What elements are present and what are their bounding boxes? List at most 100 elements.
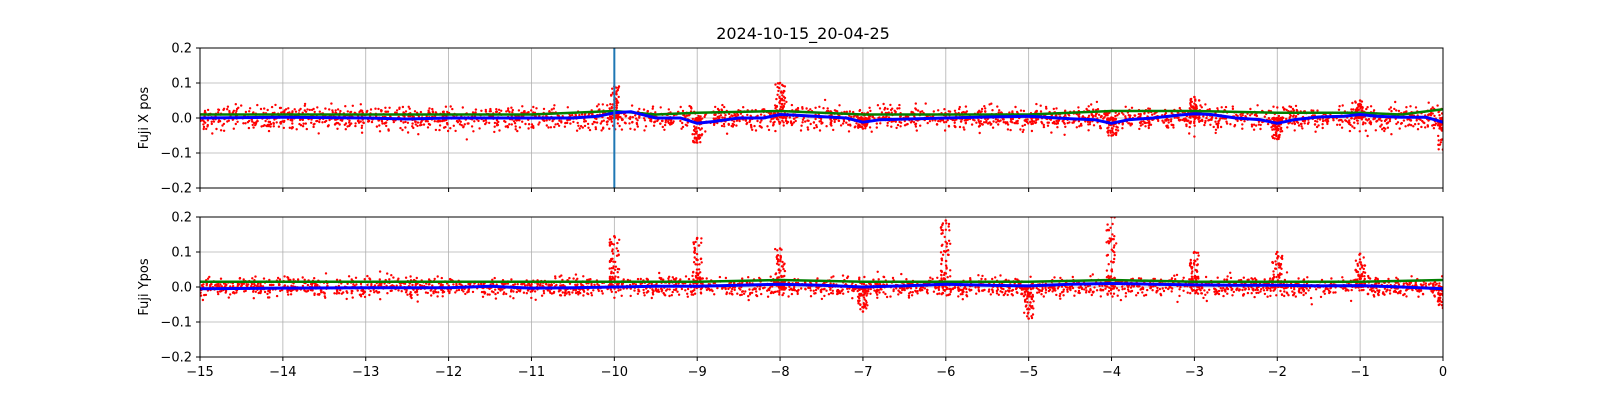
scatter-point [330,102,333,105]
spike-point [617,85,621,88]
scatter-point [1174,278,1177,281]
scatter-point [995,121,998,124]
spike-point [1437,148,1440,151]
spike-point [1194,99,1197,102]
scatter-point [513,122,517,125]
scatter-point [552,107,555,110]
scatter-point [1117,112,1121,115]
scatter-point [687,277,691,281]
scatter-point [1153,112,1156,115]
scatter-point [877,289,880,292]
scatter-point [363,295,367,299]
spike-point [1188,115,1192,118]
spike-point [1112,125,1115,128]
scatter-point [1156,289,1159,292]
scatter-point [336,127,339,130]
scatter-point [568,293,571,296]
scatter-point [650,282,653,286]
spike-point [699,141,702,144]
scatter-point [1372,118,1375,121]
scatter-point [1092,114,1095,118]
scatter-point [973,119,976,122]
scatter-point [949,290,952,294]
scatter-point [887,116,891,119]
scatter-point [1420,125,1423,129]
scatter-point [1262,289,1266,292]
scatter-point [1164,111,1168,115]
scatter-point [466,122,469,125]
spike-point [615,101,619,104]
scatter-point [334,109,337,112]
scatter-point [1011,117,1015,121]
scatter-point [1162,289,1166,293]
scatter-point [248,110,251,113]
scatter-point [360,126,363,130]
scatter-point [543,119,546,123]
scatter-point [983,288,986,292]
spike-point [857,125,860,128]
scatter-point [697,114,700,118]
scatter-point [256,103,259,107]
spike-point [1279,116,1283,120]
scatter-point [1241,127,1244,130]
scatter-point [1297,124,1301,127]
scatter-point [820,290,823,294]
scatter-point [251,120,254,123]
scatter-point [441,289,445,293]
scatter-point [1408,123,1411,126]
scatter-point [736,292,739,295]
scatter-point [983,105,986,108]
scatter-point [980,122,983,126]
scatter-point [1312,109,1315,112]
scatter-point [472,130,475,133]
scatter-point [1217,289,1221,293]
scatter-point [1413,123,1417,126]
scatter-point [980,107,984,111]
scatter-point [226,105,230,108]
scatter-point [1188,278,1191,281]
scatter-point [414,123,417,126]
scatter-point [251,277,254,280]
scatter-point [409,275,412,278]
scatter-point [1233,123,1237,127]
scatter-point [378,130,382,133]
scatter-point [586,292,589,295]
scatter-point [433,120,436,123]
scatter-point [832,128,835,132]
scatter-point [732,120,736,123]
scatter-point [839,124,843,127]
scatter-point [1314,130,1317,133]
spike-point [1275,134,1278,138]
scatter-point [650,120,653,123]
scatter-point [1014,105,1017,109]
scatter-point [1253,113,1257,117]
scatter-point [1051,290,1054,293]
spike-point [1278,133,1281,137]
scatter-point [878,291,881,294]
scatter-point [921,288,924,292]
spike-point [1439,141,1443,144]
scatter-point [718,117,721,120]
scatter-point [406,131,410,134]
scatter-point [982,121,986,124]
panel-data [200,217,1443,320]
scatter-point [899,115,902,118]
scatter-point [267,120,270,124]
scatter-point [769,275,772,278]
scatter-point [581,126,584,129]
scatter-point [484,119,487,122]
scatter-point [1006,128,1010,131]
spike-point [776,82,780,85]
scatter-point [316,106,319,109]
scatter-point [669,119,673,122]
scatter-point [1358,289,1361,292]
spike-point [782,91,785,95]
scatter-point [414,120,417,123]
scatter-point [1419,118,1422,122]
scatter-point [463,123,466,126]
scatter-point [988,103,991,106]
scatter-point [278,278,282,281]
spike-point [1272,124,1275,127]
scatter-point [1085,107,1088,111]
